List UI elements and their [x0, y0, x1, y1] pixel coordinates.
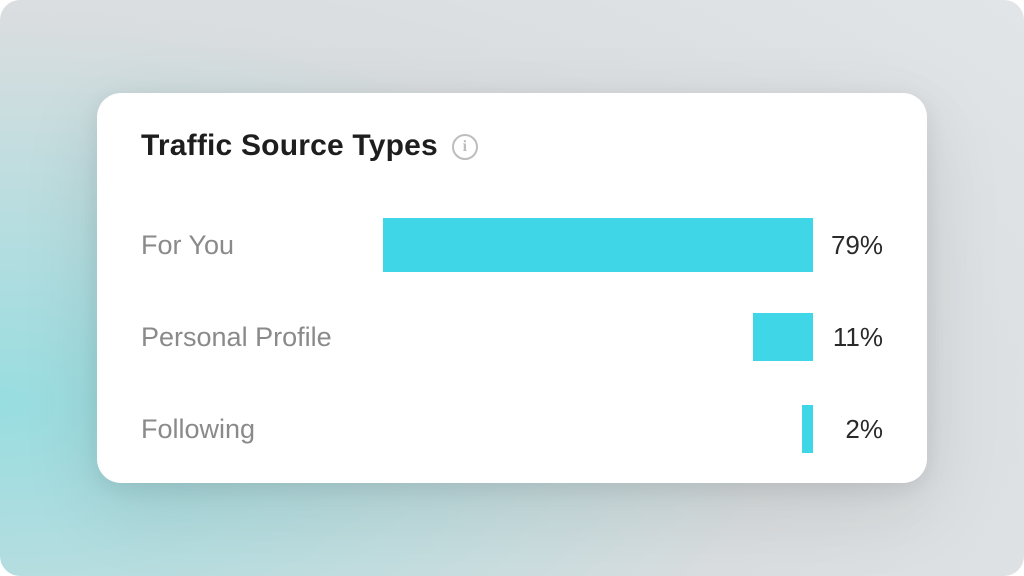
bar-track: [381, 215, 813, 275]
row-value: 11%: [813, 322, 883, 353]
chart-row: Following 2%: [141, 383, 883, 475]
row-label: Personal Profile: [141, 322, 381, 353]
card-title: Traffic Source Types: [141, 129, 438, 163]
chart-row: For You 79%: [141, 199, 883, 291]
bar-track: [381, 307, 813, 367]
bar-track: [381, 399, 813, 459]
row-label: For You: [141, 230, 381, 261]
bar-fill: [802, 405, 813, 453]
row-value: 79%: [813, 230, 883, 261]
row-label: Following: [141, 414, 381, 445]
row-value: 2%: [813, 414, 883, 445]
card-header: Traffic Source Types i: [141, 129, 883, 163]
bar-fill: [753, 313, 813, 361]
chart-row: Personal Profile 11%: [141, 291, 883, 383]
traffic-card: Traffic Source Types i For You 79% Persona…: [97, 93, 927, 483]
chart-rows: For You 79% Personal Profile 11% Following 2%: [141, 199, 883, 475]
info-icon[interactable]: i: [452, 134, 478, 160]
bar-fill: [383, 218, 813, 272]
